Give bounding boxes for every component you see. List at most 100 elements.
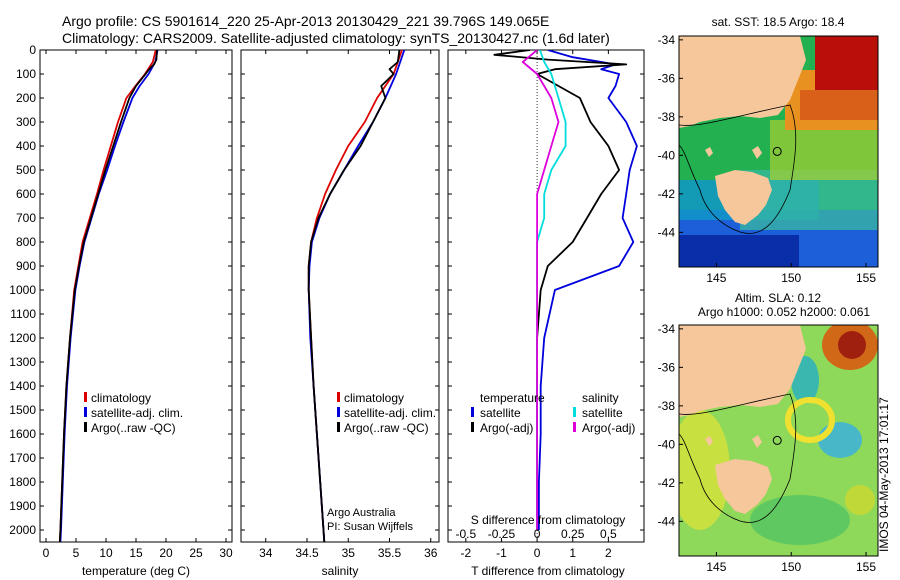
x-tick-label: 0 — [534, 546, 541, 560]
depth-tick-label: 1900 — [9, 499, 36, 513]
lat-tick-label: -34 — [658, 322, 676, 336]
x-tick-label: 20 — [159, 546, 173, 560]
legend-label-satellite: satellite-adj. clim. — [344, 406, 436, 420]
mainland-land — [679, 36, 806, 128]
depth-tick-label: 300 — [16, 115, 36, 129]
depth-tick-label: 1600 — [9, 427, 36, 441]
salinity-lines — [307, 50, 406, 542]
lat-tick-label: -36 — [658, 71, 676, 85]
difference-lines — [493, 50, 638, 530]
sst-deep-cold-band — [679, 235, 799, 267]
x-tick-label: 0 — [43, 546, 50, 560]
salinity-ticks: 34 34.5 35 35.5 36 — [259, 50, 438, 560]
series-line — [307, 50, 401, 542]
x-tick-label: 15 — [129, 546, 143, 560]
legend-swatch-climatology — [337, 392, 340, 402]
king-island — [705, 147, 713, 157]
lon-tick-label: 145 — [706, 271, 726, 285]
legend-swatch-temp-argo — [471, 422, 474, 432]
legend-label-temp-satellite: satellite — [480, 406, 521, 420]
temperature-xlabel: temperature (deg C) — [82, 564, 190, 578]
legend-swatch-argo — [337, 422, 340, 432]
legend-swatch-sal-argo — [573, 422, 576, 432]
legend-label-argo: Argo(..raw -QC) — [344, 421, 429, 435]
salinity-depth-ticks — [241, 49, 439, 531]
legend-label-argo: Argo(..raw -QC) — [91, 421, 176, 435]
x-tick-label: 35 — [342, 546, 356, 560]
lat-tick-label: -40 — [658, 437, 676, 451]
sla-map-field — [679, 325, 878, 556]
pi-annotation: PI: Susan Wijffels — [327, 521, 413, 533]
bathymetry-contour-2 — [679, 393, 797, 523]
x-tick-label: 5 — [73, 546, 80, 560]
x-tick-label: 35.5 — [378, 546, 402, 560]
depth-tick-label: 800 — [16, 235, 36, 249]
legend-label-sal-satellite: satellite — [582, 406, 623, 420]
x-tick-label: 34.5 — [295, 546, 319, 560]
mainland-land-2 — [679, 325, 806, 417]
salinity-difference-tick-label: 0.25 — [561, 527, 585, 541]
lat-tick-label: -36 — [658, 360, 676, 374]
x-tick-label: 36 — [424, 546, 438, 560]
legend-title-temperature: temperature — [480, 391, 545, 405]
lat-tick-label: -38 — [658, 399, 676, 413]
series-line — [521, 50, 560, 530]
legend-swatch-satellite — [337, 407, 340, 417]
sst-map-frame — [678, 35, 879, 268]
x-tick-label: 25 — [189, 546, 203, 560]
sst-hot-core — [815, 36, 878, 91]
legend-label-satellite: satellite-adj. clim. — [91, 406, 183, 420]
series-line — [538, 50, 638, 530]
sla-map-title-line1: Altim. SLA: 0.12 — [735, 291, 821, 305]
legend-swatch-temp-satellite — [471, 407, 474, 417]
depth-tick-label: 100 — [16, 67, 36, 81]
difference-axes — [447, 49, 645, 543]
legend-label-temp-argo: Argo(-adj) — [480, 421, 533, 435]
depth-ticks: 0 100 200 300 400 500 600 700 800 900 1000 1100 1200… — [9, 43, 232, 537]
depth-tick-label: 200 — [16, 91, 36, 105]
sla-high-core — [838, 331, 866, 359]
lat-tick-label: -34 — [658, 33, 676, 47]
legend-swatch-satellite — [84, 407, 87, 417]
lat-tick-label: -44 — [658, 225, 676, 239]
x-tick-label: 2 — [605, 546, 612, 560]
flinders-island-2 — [752, 435, 762, 448]
difference-panel: -2 -1 0 1 2 T difference from climatology S … — [447, 49, 645, 578]
flinders-island — [752, 146, 762, 159]
depth-tick-label: 1200 — [9, 331, 36, 345]
x-tick-label: -1 — [496, 546, 507, 560]
header-line2: Climatology: CARS2009. Satellite-adjuste… — [62, 30, 610, 46]
difference-ticks: -2 -1 0 1 2 — [460, 50, 612, 560]
sla-map-title-line2: Argo h1000: 0.052 h2000: 0.061 — [698, 305, 870, 319]
x-tick-label: 30 — [219, 546, 233, 560]
temperature-axes — [39, 49, 233, 543]
depth-tick-label: 600 — [16, 187, 36, 201]
salinity-difference-tick-label: -0.25 — [488, 527, 516, 541]
lon-tick-label: 145 — [706, 560, 726, 574]
credit-label: IMOS 04-May-2013 17:01:17 — [877, 397, 891, 552]
depth-tick-label: 1700 — [9, 451, 36, 465]
salinity-xlabel: salinity — [322, 564, 359, 578]
series-line — [58, 50, 158, 542]
argo-position-marker — [772, 435, 782, 445]
x-tick-label: 34 — [259, 546, 273, 560]
lat-tick-label: -38 — [658, 110, 676, 124]
salinity-legend: climatology satellite-adj. clim. Argo(..… — [337, 391, 436, 435]
argo-australia-annotation: Argo Australia — [327, 507, 396, 519]
tasmania-land — [715, 170, 772, 225]
salinity-panel: 34 34.5 35 35.5 36 salinity climatology sate… — [240, 49, 440, 578]
lon-tick-label: 155 — [856, 560, 876, 574]
lon-tick-label: 150 — [781, 560, 801, 574]
depth-tick-label: 500 — [16, 163, 36, 177]
legend-swatch-argo — [84, 422, 87, 432]
lon-tick-label: 150 — [781, 271, 801, 285]
lon-tick-label: 155 — [856, 271, 876, 285]
depth-tick-label: 0 — [29, 43, 36, 57]
temperature-ticks: 0 5 10 15 20 25 30 — [43, 50, 233, 560]
sst-map-ticks: 145 150 155 -34 -36 -38 -40 -42 -44 — [658, 33, 877, 285]
x-tick-label: -2 — [460, 546, 471, 560]
argo-position-marker — [772, 146, 782, 156]
depth-tick-label: 700 — [16, 211, 36, 225]
depth-tick-label: 1800 — [9, 475, 36, 489]
lat-tick-label: -40 — [658, 148, 676, 162]
